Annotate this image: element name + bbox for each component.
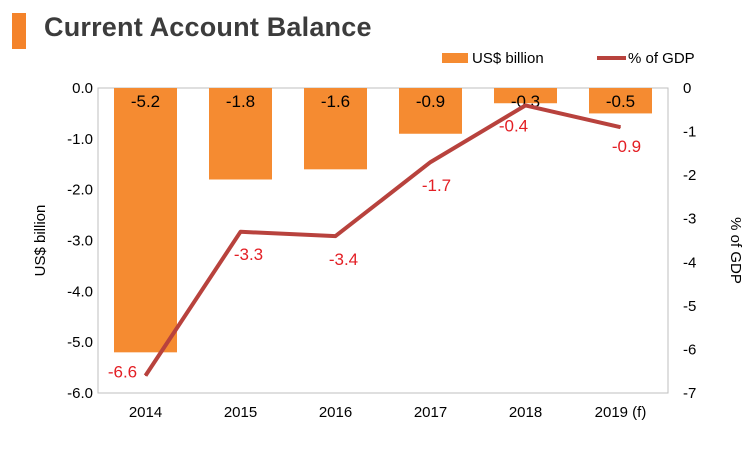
- line-point: [145, 375, 146, 377]
- line-path: [143, 103, 621, 377]
- x-tick-label: 2017: [414, 404, 447, 421]
- left-tick-label: 0.0: [72, 80, 93, 97]
- bar: [494, 88, 557, 104]
- legend-line-label: % of GDP: [628, 50, 695, 67]
- line-point: [240, 231, 241, 233]
- left-tick-label: -6.0: [67, 385, 93, 402]
- legend-bar-label: US$ billion: [472, 50, 544, 67]
- left-tick-label: -2.0: [67, 182, 93, 199]
- left-tick-label: -1.0: [67, 131, 93, 148]
- right-tick-label: -4: [683, 254, 696, 271]
- right-tick-label: -1: [683, 124, 696, 141]
- left-axis: 0.0 -1.0 -2.0 -3.0 -4.0 -5.0 -6.0 US$ billion: [32, 80, 93, 402]
- plot-border: [97, 87, 669, 394]
- line-value-label: -3.4: [329, 250, 358, 269]
- line-value-label: -0.4: [499, 116, 528, 135]
- bar-value-label: -0.5: [606, 92, 635, 111]
- bar-value-label: -0.9: [416, 92, 445, 111]
- right-tick-label: -5: [683, 298, 696, 315]
- x-tick-label: 2014: [129, 404, 162, 421]
- line-point: [525, 104, 526, 106]
- bar: [399, 88, 462, 134]
- line-labels: -6.6 -3.3 -3.4 -1.7 -0.4 -0.9: [108, 116, 641, 381]
- left-tick-label: -3.0: [67, 233, 93, 250]
- bar: [589, 88, 652, 114]
- chart-title: Current Account Balance: [44, 12, 372, 42]
- line-series: [143, 103, 621, 377]
- line-value-label: -0.9: [612, 137, 641, 156]
- x-axis: 2014 2015 2016 2017 2018 2019 (f): [129, 404, 647, 421]
- line-point: [620, 126, 621, 128]
- bar-value-label: -5.2: [131, 92, 160, 111]
- right-tick-label: 0: [683, 80, 691, 97]
- x-tick-label: 2018: [509, 404, 542, 421]
- plot-area: [97, 87, 669, 394]
- right-tick-label: -3: [683, 211, 696, 228]
- line-value-label: -3.3: [234, 245, 263, 264]
- line-point: [430, 161, 431, 163]
- bar-value-label: -1.8: [226, 92, 255, 111]
- bar: [114, 88, 177, 353]
- legend-bar-swatch: [442, 53, 468, 63]
- right-axis-title: % of GDP: [727, 217, 744, 284]
- left-tick-label: -4.0: [67, 283, 93, 300]
- right-axis: 0 -1 -2 -3 -4 -5 -6 -7 % of GDP: [683, 80, 744, 402]
- x-tick-label: 2016: [319, 404, 352, 421]
- right-tick-label: -2: [683, 167, 696, 184]
- bar-series: [114, 88, 652, 353]
- bar: [209, 88, 272, 180]
- line-value-label: -6.6: [108, 363, 137, 382]
- right-tick-label: -7: [683, 385, 696, 402]
- bar: [304, 88, 367, 170]
- title-accent-bar: [12, 13, 26, 49]
- x-tick-label: 2019 (f): [595, 404, 647, 421]
- left-tick-label: -5.0: [67, 334, 93, 351]
- line-value-label: -1.7: [422, 176, 451, 195]
- legend: US$ billion % of GDP: [442, 50, 695, 67]
- bar-value-label: -1.6: [321, 92, 350, 111]
- left-axis-title: US$ billion: [32, 205, 49, 277]
- line-point: [335, 235, 336, 237]
- bar-labels: -5.2 -1.8 -1.6 -0.9 -0.3 -0.5: [131, 92, 635, 111]
- x-tick-label: 2015: [224, 404, 257, 421]
- right-tick-label: -6: [683, 341, 696, 358]
